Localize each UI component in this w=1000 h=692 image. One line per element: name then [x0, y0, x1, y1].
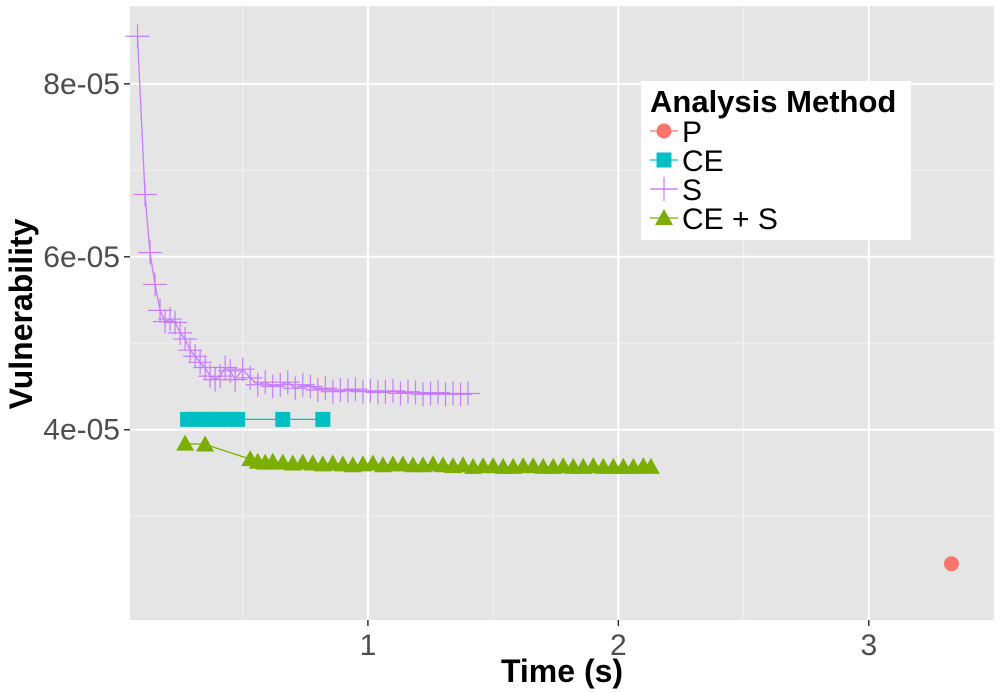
data-point-p — [943, 556, 959, 572]
series-p — [943, 556, 959, 572]
data-point-s — [183, 344, 208, 369]
legend-key-ce: CE — [650, 145, 724, 178]
x-tick-label: 3 — [860, 629, 877, 662]
data-point-s — [178, 338, 203, 363]
data-point-ce — [230, 411, 246, 427]
legend-key-marker — [652, 177, 676, 201]
legend-label-ce: CE — [682, 145, 724, 178]
data-point-s — [218, 358, 243, 383]
data-point-s — [203, 367, 228, 392]
legend-label-s: S — [682, 174, 702, 207]
data-point-s — [193, 355, 218, 380]
y-tick-label: 6e-05 — [43, 241, 120, 274]
legend-box — [641, 81, 911, 240]
y-axis-title: Vulnerability — [3, 218, 39, 409]
legend-key-marker — [656, 123, 672, 139]
legend-title: Analysis Method — [650, 84, 896, 119]
y-tick-label: 8e-05 — [43, 68, 120, 101]
data-point-ce — [315, 411, 331, 427]
x-axis-title: Time (s) — [501, 653, 623, 689]
data-point-s — [153, 309, 178, 334]
x-tick-label: 2 — [610, 629, 627, 662]
data-point-s — [188, 350, 213, 375]
tick-labels: 1 2 3 4e-05 6e-05 8e-05 — [43, 68, 877, 662]
data-point-s — [143, 272, 168, 297]
data-point-s — [125, 24, 150, 49]
legend-label-p: P — [682, 116, 702, 149]
data-point-s — [173, 326, 198, 351]
data-point-s — [456, 381, 481, 406]
legend-key-marker — [655, 209, 673, 225]
legend-label-ce-s: CE + S — [682, 203, 778, 236]
data-point-s — [148, 298, 173, 323]
legend-key-ce-s: CE + S — [650, 203, 778, 236]
series-ce — [180, 411, 331, 427]
legend-key-marker — [656, 152, 672, 168]
data-point-s — [138, 240, 163, 265]
major-gridlines — [130, 6, 994, 620]
data-point-s — [168, 320, 193, 345]
data-point-s — [213, 355, 238, 380]
data-point-ce-s — [176, 434, 195, 451]
data-point-s — [158, 307, 183, 332]
data-point-s — [163, 310, 188, 335]
data-point-ce — [275, 411, 291, 427]
axis-ticks — [124, 83, 870, 626]
legend-key-p: P — [650, 116, 702, 149]
data-series — [125, 24, 959, 572]
data-point-s — [133, 182, 158, 207]
x-tick-label: 1 — [360, 629, 377, 662]
data-point-s — [208, 364, 233, 389]
legend-key-s: S — [650, 174, 702, 207]
data-point-ce-s — [641, 457, 660, 474]
data-point-ce-s — [196, 435, 215, 452]
y-tick-label: 4e-05 — [43, 414, 120, 447]
series-s — [125, 24, 481, 407]
series-ce-s — [176, 434, 660, 474]
